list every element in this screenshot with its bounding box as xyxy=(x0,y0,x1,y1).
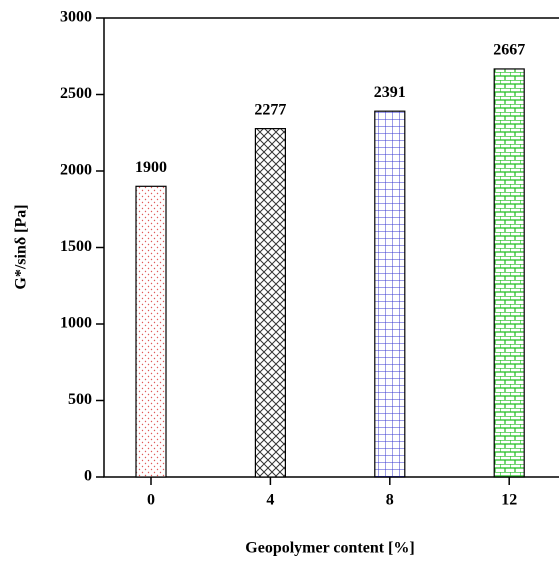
y-tick-label: 500 xyxy=(68,391,92,408)
bar xyxy=(493,68,525,478)
y-tick-label: 2000 xyxy=(60,162,92,179)
data-label: 1900 xyxy=(135,159,167,176)
data-label: 2667 xyxy=(493,42,525,59)
y-tick-label: 3000 xyxy=(60,9,92,26)
bar xyxy=(254,128,286,478)
plot-frame xyxy=(103,17,559,478)
y-tick-label: 0 xyxy=(84,468,92,485)
x-tick-label: 0 xyxy=(147,492,155,509)
x-tick-label: 4 xyxy=(266,492,274,509)
x-tick-label: 8 xyxy=(386,492,394,509)
bar xyxy=(135,185,167,478)
data-label: 2391 xyxy=(374,84,406,101)
y-tick-label: 1000 xyxy=(60,315,92,332)
data-label: 2277 xyxy=(254,101,286,118)
x-axis-label: Geopolymer content [%] xyxy=(245,540,414,557)
x-tick-label: 12 xyxy=(501,492,517,509)
bar xyxy=(374,110,406,478)
y-tick-label: 2500 xyxy=(60,85,92,102)
y-axis-label: G*/sinδ [Pa] xyxy=(13,204,30,289)
y-tick-label: 1500 xyxy=(60,238,92,255)
